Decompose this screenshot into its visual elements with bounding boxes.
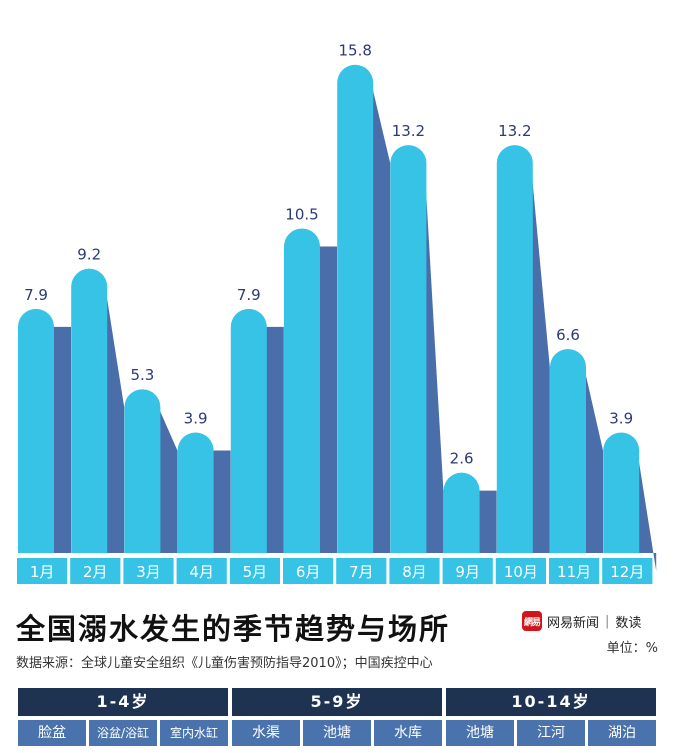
bar-shadow — [52, 326, 71, 553]
data-label: 3.9 — [609, 409, 633, 427]
bar — [284, 228, 320, 553]
age-group-3: 10-14岁 池塘 江河 湖泊 — [446, 688, 656, 746]
x-tick-label: 8月 — [402, 563, 427, 581]
place-item: 池塘 — [303, 720, 371, 746]
bar — [337, 64, 374, 553]
bar — [603, 432, 640, 553]
month-label-box — [17, 558, 68, 584]
bar — [71, 268, 108, 553]
place-item: 江河 — [517, 720, 585, 746]
month-label-box — [176, 558, 227, 584]
place-item: 湖泊 — [588, 720, 656, 746]
x-tick-label: 2月 — [83, 563, 108, 581]
month-label-box — [283, 558, 334, 584]
month-label-box — [602, 558, 653, 584]
unit-label: 单位：% — [606, 641, 658, 656]
bar-shadow — [158, 407, 178, 553]
x-tick-label: 12月 — [610, 563, 644, 581]
place-item: 浴盆/浴缸 — [89, 720, 157, 746]
bar — [390, 145, 427, 553]
x-tick-label: 4月 — [189, 563, 214, 581]
x-tick-label: 10月 — [504, 563, 538, 581]
month-label-box — [336, 558, 387, 584]
place-item: 水渠 — [232, 720, 300, 746]
place-item: 室内水缸 — [160, 720, 228, 746]
age-group-1: 1-4岁 脸盆 浴盆/浴缸 室内水缸 — [18, 688, 228, 746]
age-group-header: 5-9岁 — [232, 688, 442, 716]
month-label-box — [442, 558, 493, 584]
age-group-2: 5-9岁 水渠 池塘 水库 — [232, 688, 442, 746]
logo-column: 数读 — [615, 615, 642, 631]
month-label-box — [495, 558, 546, 584]
bar — [124, 389, 161, 553]
data-label: 15.8 — [338, 42, 371, 60]
x-tick-label: 3月 — [136, 563, 161, 581]
netease-logo: 網易 网易新闻 | 数读 — [522, 611, 641, 631]
bar-shadow — [637, 450, 657, 571]
data-label: 10.5 — [285, 206, 318, 224]
bar — [550, 349, 586, 553]
data-label: 13.2 — [392, 122, 425, 140]
data-label: 13.2 — [498, 122, 531, 140]
bar-shadow — [424, 163, 444, 553]
logo-name: 网易新闻 — [547, 615, 600, 631]
netease-logo-icon: 網易 — [522, 611, 542, 631]
bar — [18, 308, 54, 553]
bar-shadow — [530, 163, 550, 553]
age-group-header: 10-14岁 — [446, 688, 656, 716]
data-label: 6.6 — [556, 326, 580, 344]
data-label: 7.9 — [24, 286, 48, 304]
bar-shadow — [318, 246, 337, 553]
month-label-box — [389, 558, 440, 584]
bar — [230, 308, 267, 553]
logo-separator: | — [605, 613, 610, 629]
x-tick-label: 1月 — [30, 563, 55, 581]
bar-shadow — [264, 326, 284, 553]
data-label: 3.9 — [184, 409, 208, 427]
place-item: 脸盆 — [18, 720, 86, 746]
chart-title: 全国溺水发生的季节趋势与场所 — [16, 612, 451, 646]
month-label-box — [549, 558, 600, 584]
bar-shadow — [371, 82, 391, 553]
month-label-box — [229, 558, 280, 584]
bar — [177, 432, 214, 553]
data-label: 9.2 — [77, 246, 101, 264]
data-label: 2.6 — [450, 450, 474, 468]
data-source: 数据来源：全球儿童安全组织《儿童伤害预防指导2010》；中国疾控中心 — [16, 656, 433, 671]
place-item: 池塘 — [446, 720, 514, 746]
drowning-places-table: 1-4岁 脸盆 浴盆/浴缸 室内水缸 5-9岁 水渠 池塘 水库 10-14岁 … — [18, 688, 656, 746]
bar-chart: 7.9 1月 9.2 2月 5.3 3月 3.9 4月 7.9 5月 10.5 6月 15.8 7月 13.… — [17, 42, 657, 584]
bar — [443, 472, 480, 553]
x-tick-label: 9月 — [455, 563, 480, 581]
place-item: 水库 — [374, 720, 442, 746]
x-tick-label: 5月 — [243, 563, 268, 581]
x-tick-label: 6月 — [296, 563, 321, 581]
data-label: 7.9 — [237, 286, 261, 304]
x-tick-label: 11月 — [557, 563, 591, 581]
month-label-box — [70, 558, 121, 584]
age-group-header: 1-4岁 — [18, 688, 228, 716]
bar-shadow — [211, 450, 231, 553]
month-label-box — [123, 558, 174, 584]
x-tick-label: 7月 — [349, 563, 374, 581]
data-label: 5.3 — [130, 366, 154, 384]
bar-shadow — [584, 367, 603, 553]
bar — [496, 145, 533, 553]
bar-shadow — [105, 286, 125, 553]
bar-shadow — [477, 490, 497, 553]
